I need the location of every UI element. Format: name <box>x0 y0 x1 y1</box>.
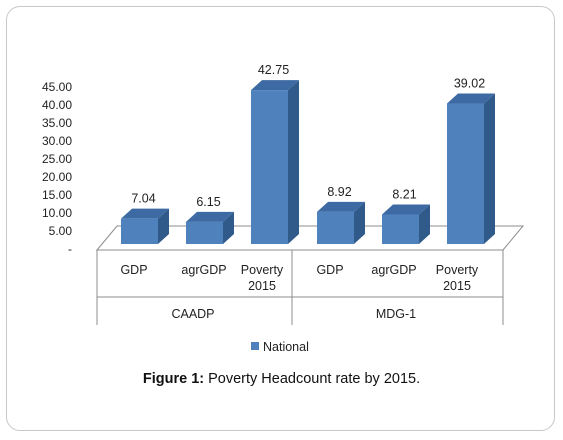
data-label: 8.21 <box>392 187 416 201</box>
category-label-line2: 2015 <box>248 279 276 293</box>
bar-side-face <box>484 93 495 244</box>
bar-top-face <box>186 211 234 222</box>
y-tick-label: 5.00 <box>49 224 73 238</box>
category-axis: GDP agrGDP Poverty 2015 CAADP GDP agrGDP Povert… <box>96 250 504 325</box>
category-label: agrGDP <box>181 263 226 277</box>
data-label: 42.75 <box>258 63 289 77</box>
bar-front-face <box>382 214 419 244</box>
y-tick-label: - <box>68 242 72 256</box>
y-tick-label: 15.00 <box>42 188 72 202</box>
y-tick-label: 25.00 <box>42 152 72 166</box>
bar-front-face <box>121 218 158 244</box>
data-labels: 7.04 6.15 42.75 8.92 8.21 39.02 <box>131 63 485 209</box>
bar-side-face <box>158 208 169 244</box>
y-tick-label: 45.00 <box>42 80 72 94</box>
y-tick-label: 20.00 <box>42 170 72 184</box>
data-label: 6.15 <box>196 195 220 209</box>
chart-legend: National <box>251 340 309 354</box>
bar <box>317 201 365 244</box>
caption-prefix: Figure 1: <box>142 371 205 387</box>
category-label: Poverty <box>436 263 479 277</box>
category-label: GDP <box>120 263 147 277</box>
bar-front-face <box>186 221 223 244</box>
group-label: CAADP <box>171 307 214 321</box>
y-tick-label: 40.00 <box>42 98 72 112</box>
bar-top-face <box>317 201 365 212</box>
category-label-line2: 2015 <box>443 279 471 293</box>
bar-side-face <box>223 211 234 244</box>
data-label: 39.02 <box>454 77 485 91</box>
caption-text: Poverty Headcount rate by 2015. <box>204 371 421 387</box>
bar-top-face <box>121 208 169 219</box>
legend-label-national: National <box>263 340 309 354</box>
bar-side-face <box>419 204 430 244</box>
y-tick-label: 30.00 <box>42 134 72 148</box>
category-label: agrGDP <box>371 263 416 277</box>
bar-front-face <box>447 103 484 244</box>
bar <box>121 208 169 244</box>
bar-series-national <box>121 80 495 244</box>
bar <box>186 211 234 244</box>
group-label: MDG-1 <box>376 307 416 321</box>
bar <box>251 80 299 244</box>
data-label: 7.04 <box>131 192 155 206</box>
bar-top-face <box>447 93 495 104</box>
bar-top-face <box>382 204 430 215</box>
bar-top-face <box>251 80 299 91</box>
category-label: Poverty <box>241 263 284 277</box>
y-tick-label: 35.00 <box>42 116 72 130</box>
figure-caption: Figure 1: Poverty Headcount rate by 2015… <box>0 371 563 387</box>
data-label: 8.92 <box>327 185 351 199</box>
bar <box>382 204 430 244</box>
legend-swatch-national <box>251 342 259 350</box>
bar <box>447 93 495 244</box>
bar-side-face <box>288 80 299 244</box>
bar-side-face <box>354 201 365 244</box>
y-axis-ticks: - 5.00 10.00 15.00 20.00 25.00 30.00 35.00 40.00… <box>42 80 72 256</box>
bar-front-face <box>317 211 354 244</box>
category-label: GDP <box>316 263 343 277</box>
y-tick-label: 10.00 <box>42 206 72 220</box>
bar-front-face <box>251 90 288 244</box>
